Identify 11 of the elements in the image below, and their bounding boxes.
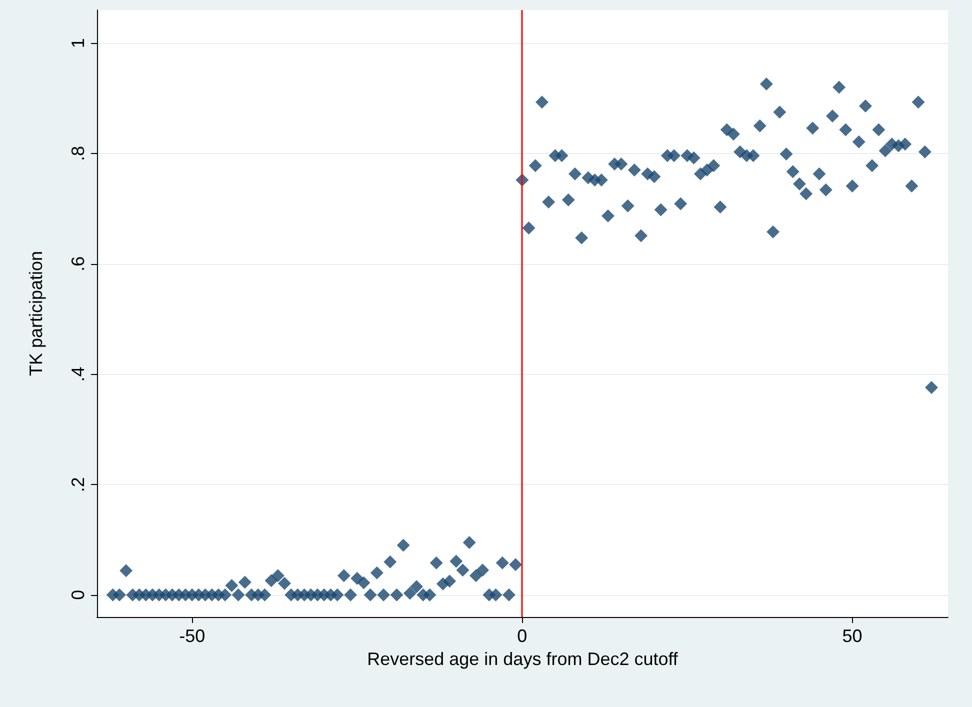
y-tick-label: .4 bbox=[68, 366, 88, 382]
x-tick-label: -50 bbox=[179, 626, 206, 646]
x-tick-label: 0 bbox=[517, 626, 528, 646]
y-tick-label: .8 bbox=[68, 146, 88, 161]
x-tick-label: 50 bbox=[842, 626, 862, 646]
y-tick-label: 0 bbox=[68, 590, 88, 600]
y-tick-label: 1 bbox=[68, 38, 88, 48]
y-tick-label: .6 bbox=[68, 256, 88, 272]
y-axis-title: TK participation bbox=[26, 250, 46, 376]
y-tick-label: .2 bbox=[68, 477, 88, 492]
x-axis-title: Reversed age in days from Dec2 cutoff bbox=[367, 648, 679, 669]
